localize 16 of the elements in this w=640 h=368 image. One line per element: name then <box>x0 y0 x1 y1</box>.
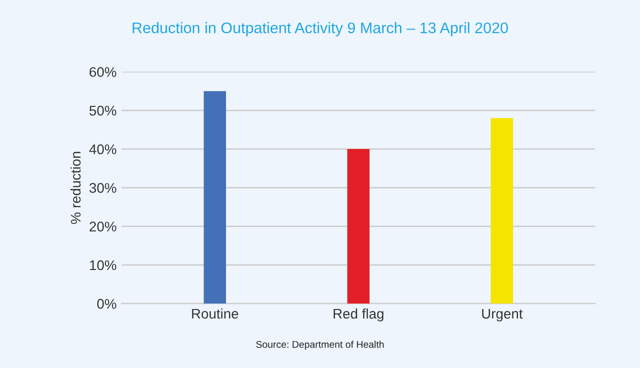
y-tick-label: 60% <box>90 67 116 77</box>
bar <box>490 118 514 304</box>
y-tick-label: 40% <box>89 144 116 154</box>
x-tick-label: Urgent <box>482 308 523 322</box>
y-tick-label: 50% <box>89 106 116 116</box>
y-tick-label: 30% <box>89 183 116 193</box>
bar <box>347 149 370 304</box>
x-tick-label: Routine <box>192 308 238 319</box>
x-tick-label: Red flag <box>334 308 384 322</box>
y-axis-title: % reduction <box>70 152 81 224</box>
y-tick-label: 10% <box>90 260 116 270</box>
y-tick-label: 20% <box>90 222 116 232</box>
bar <box>204 91 226 304</box>
chart-title: Reduction in Outpatient Activity 9 March – 13 April 2020 <box>132 22 508 36</box>
y-tick-label: 0% <box>97 298 116 309</box>
source-note: Source: Department of Health <box>256 340 384 350</box>
